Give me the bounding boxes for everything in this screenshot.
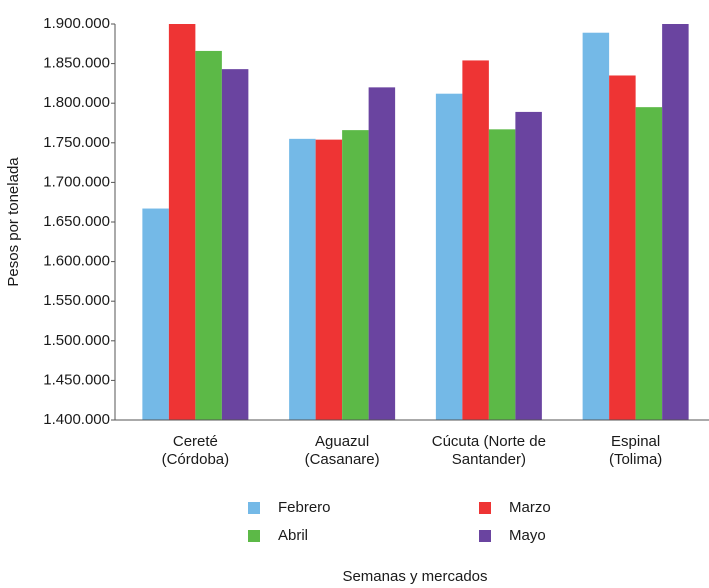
bar: [462, 60, 489, 420]
y-tick-label: 1.750.000: [43, 134, 110, 151]
y-tick-label: 1.800.000: [43, 94, 110, 111]
y-axis-title: Pesos por tonelada: [5, 157, 22, 287]
legend-swatch: [248, 502, 260, 514]
bar: [435, 93, 463, 421]
legend-label: Mayo: [509, 527, 546, 544]
bar: [609, 75, 636, 420]
bar: [168, 24, 196, 420]
bar: [488, 129, 516, 420]
x-axis-title: Semanas y mercados: [342, 568, 487, 585]
x-tick-label: Cúcuta (Norte de Santander): [432, 433, 546, 468]
x-tick-label: Espinal (Tolima): [609, 433, 662, 468]
bar: [368, 87, 396, 421]
legend-swatch: [479, 502, 491, 514]
legend-label: Febrero: [278, 499, 331, 516]
bar: [582, 32, 610, 420]
y-tick-label: 1.850.000: [43, 55, 110, 72]
y-tick-label: 1.700.000: [43, 173, 110, 190]
bar: [195, 50, 222, 420]
bar: [635, 107, 663, 420]
bar: [662, 24, 689, 420]
bar: [515, 111, 542, 421]
legend-swatch: [248, 530, 260, 542]
legend-label: Abril: [278, 527, 308, 544]
y-tick-label: 1.650.000: [43, 213, 110, 230]
y-tick-label: 1.400.000: [43, 411, 110, 428]
y-tick-label: 1.500.000: [43, 332, 110, 349]
bar: [289, 138, 316, 420]
y-tick-label: 1.550.000: [43, 292, 110, 309]
bar: [142, 208, 169, 420]
bar: [221, 69, 249, 421]
x-tick-label: Cereté (Córdoba): [162, 433, 230, 468]
x-tick-label: Aguazul (Casanare): [305, 433, 380, 468]
y-tick-label: 1.450.000: [43, 371, 110, 388]
legend-label: Marzo: [509, 499, 551, 516]
y-tick-label: 1.600.000: [43, 253, 110, 270]
legend-swatch: [479, 530, 491, 542]
bar: [315, 139, 343, 420]
bar: [342, 130, 369, 421]
y-tick-label: 1.900.000: [43, 15, 110, 32]
